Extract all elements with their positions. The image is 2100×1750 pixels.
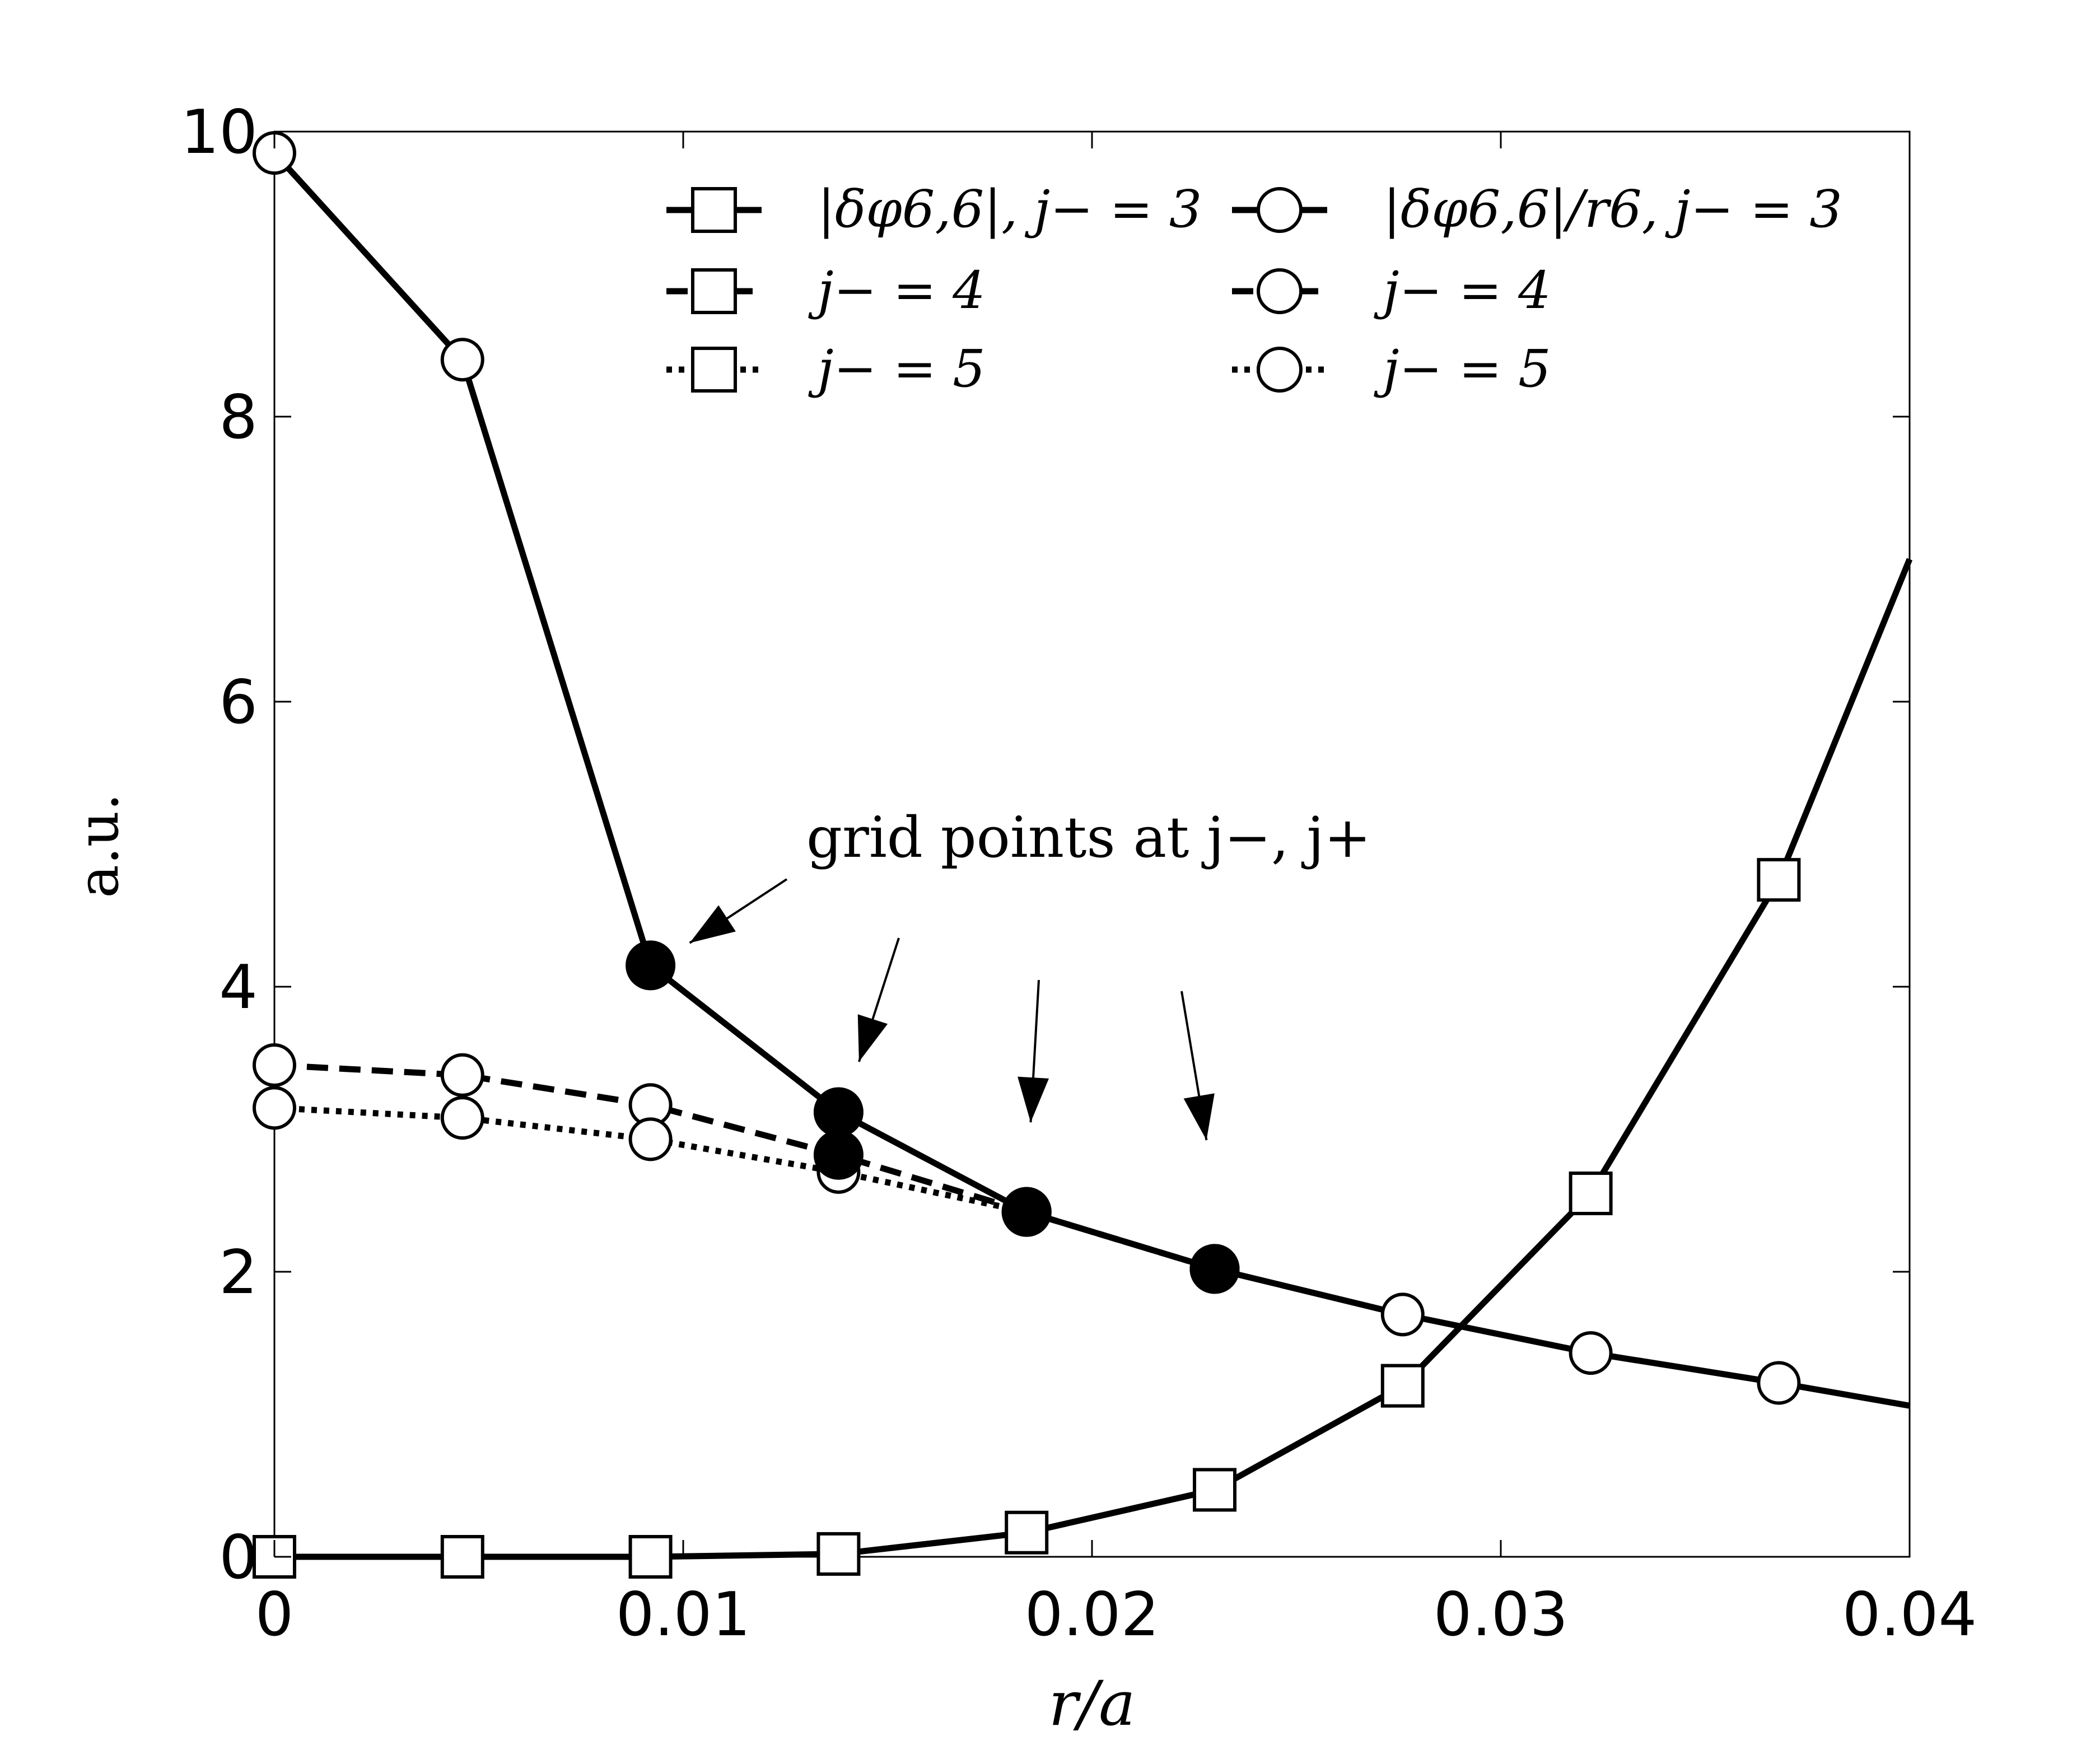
grid-point-marker xyxy=(1189,1244,1240,1294)
series-line xyxy=(274,1062,1216,1272)
y-tick-label: 6 xyxy=(219,668,258,738)
series-line xyxy=(274,558,1913,1560)
y-axis-label: a.u. xyxy=(66,793,131,898)
legend-label: |δφ6,6|, j− = 3 xyxy=(818,179,1202,239)
circle-marker xyxy=(440,338,484,382)
x-axis-label: r/a xyxy=(1048,1668,1135,1739)
series-line xyxy=(274,1104,1216,1272)
square-marker xyxy=(628,1535,673,1579)
series-lines xyxy=(272,151,1913,1560)
square-marker xyxy=(816,1532,861,1576)
square-marker xyxy=(1569,1172,1613,1216)
square-marker xyxy=(1757,858,1801,902)
annotation-grid-points: grid points at j−, j+ xyxy=(806,805,1371,870)
circle-marker xyxy=(1257,347,1303,393)
legend-label: j− = 5 xyxy=(808,339,986,399)
circle-marker xyxy=(628,1117,673,1161)
circle-marker xyxy=(1257,268,1303,314)
y-tick-label: 8 xyxy=(219,382,258,452)
x-tick-label: 0.04 xyxy=(1842,1580,1977,1650)
circle-marker xyxy=(1257,187,1303,233)
square-marker xyxy=(1380,1364,1425,1408)
axis-ticks: 0 0.01 0.02 0.03 0.04 0 2 4 6 8 10 xyxy=(181,97,1977,1650)
grid-point-marker xyxy=(813,1130,864,1180)
x-tick-label: 0 xyxy=(255,1580,294,1650)
legend-label: j− = 5 xyxy=(1374,339,1551,399)
square-marker xyxy=(440,1535,484,1579)
square-marker xyxy=(1193,1468,1236,1512)
arrow-head xyxy=(689,905,736,943)
grid-point-marker xyxy=(626,940,676,991)
square-marker xyxy=(1005,1510,1049,1555)
circle-marker xyxy=(440,1096,484,1140)
arrow-head xyxy=(1018,1076,1049,1123)
square-marker xyxy=(691,347,737,393)
legend-label: j− = 4 xyxy=(1374,260,1551,320)
legend: |δφ6,6|, j− = 3 j− = 4 j− = 5 |δφ6,6|/r6, j… xyxy=(666,179,1842,399)
y-tick-label: 4 xyxy=(219,953,258,1023)
y-tick-label: 2 xyxy=(219,1238,258,1308)
circle-marker xyxy=(253,1086,296,1130)
annotation-arrows xyxy=(689,878,1215,1141)
y-tick-label: 0 xyxy=(219,1523,258,1593)
legend-label: j− = 4 xyxy=(808,260,986,320)
circle-marker xyxy=(1569,1331,1613,1375)
arrow-head xyxy=(1183,1093,1215,1140)
circle-marker xyxy=(440,1053,484,1097)
legend-label: |δφ6,6|/r6, j− = 3 xyxy=(1383,179,1842,239)
x-tick-label: 0.03 xyxy=(1434,1580,1568,1650)
circle-marker xyxy=(1380,1292,1425,1337)
grid-point-marker xyxy=(1001,1187,1052,1237)
x-tick-label: 0.01 xyxy=(616,1580,750,1650)
y-tick-label: 10 xyxy=(181,97,258,167)
x-tick-label: 0.02 xyxy=(1025,1580,1159,1650)
square-marker xyxy=(691,187,737,233)
arrow-head xyxy=(857,1014,888,1062)
square-marker xyxy=(691,268,737,314)
circle-marker xyxy=(253,1043,296,1087)
series-markers xyxy=(253,131,1801,1579)
grid-point-marker xyxy=(813,1087,864,1137)
series-line xyxy=(272,151,1910,1409)
circle-marker xyxy=(1757,1361,1801,1405)
